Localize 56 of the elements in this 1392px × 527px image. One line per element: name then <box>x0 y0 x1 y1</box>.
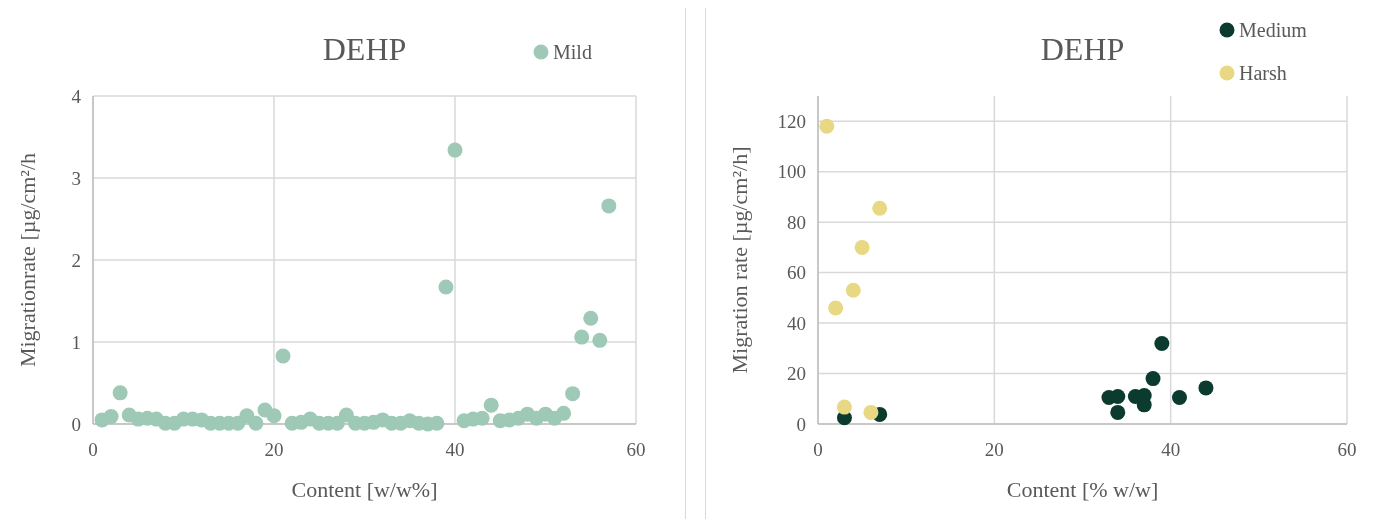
y-tick-label: 120 <box>777 110 806 132</box>
point <box>872 200 888 216</box>
legend-label: Medium <box>1239 19 1308 41</box>
y-tick-label: 40 <box>787 312 806 334</box>
point <box>601 198 617 214</box>
point <box>483 397 499 413</box>
y-tick-label: 3 <box>71 167 81 189</box>
y-tick-label: 0 <box>796 413 806 435</box>
y-tick-label: 20 <box>787 363 806 385</box>
point <box>583 310 599 326</box>
point <box>819 118 835 134</box>
x-axis-title: Content [w/w%] <box>291 477 438 502</box>
x-tick-label: 60 <box>626 439 646 460</box>
y-tick-label: 80 <box>787 211 806 233</box>
chart-title: DEHP <box>1040 31 1125 67</box>
point <box>1171 390 1187 406</box>
legend-label: Mild <box>553 41 592 63</box>
x-tick-label: 0 <box>88 439 98 460</box>
y-tick-label: 100 <box>777 161 806 183</box>
y-tick-label: 1 <box>71 331 81 353</box>
point <box>1145 371 1161 387</box>
point <box>248 415 264 431</box>
point <box>592 332 608 348</box>
x-tick-label: 20 <box>984 439 1004 460</box>
point <box>845 282 861 298</box>
point <box>103 409 119 425</box>
point <box>828 300 844 316</box>
y-tick-label: 60 <box>787 262 806 284</box>
point <box>854 239 870 255</box>
point <box>447 142 463 158</box>
y-axis-title: Migration rate [µg/cm²/h] <box>727 146 752 374</box>
y-tick-label: 4 <box>71 85 82 107</box>
point <box>863 404 879 420</box>
chart-title: DEHP <box>322 31 407 67</box>
point <box>266 408 282 424</box>
point <box>574 329 590 345</box>
legend-label: Harsh <box>1239 62 1287 84</box>
point <box>565 386 581 402</box>
x-tick-label: 40 <box>445 439 465 460</box>
y-tick-label: 2 <box>71 249 81 271</box>
point <box>1110 404 1126 420</box>
point <box>438 279 454 295</box>
y-axis-title: Migrationrate [µg/cm²/h <box>15 152 40 368</box>
point <box>556 405 572 421</box>
x-axis-title: Content [% w/w] <box>1006 477 1159 502</box>
point <box>836 399 852 415</box>
x-tick-label: 0 <box>813 439 823 460</box>
point <box>1154 336 1170 352</box>
y-tick-label: 0 <box>71 413 81 435</box>
point <box>1198 380 1214 396</box>
point <box>1110 389 1126 404</box>
point <box>275 348 291 364</box>
x-tick-label: 60 <box>1337 439 1357 460</box>
x-tick-label: 20 <box>264 439 284 460</box>
x-tick-label: 40 <box>1161 439 1181 460</box>
point <box>112 385 128 401</box>
